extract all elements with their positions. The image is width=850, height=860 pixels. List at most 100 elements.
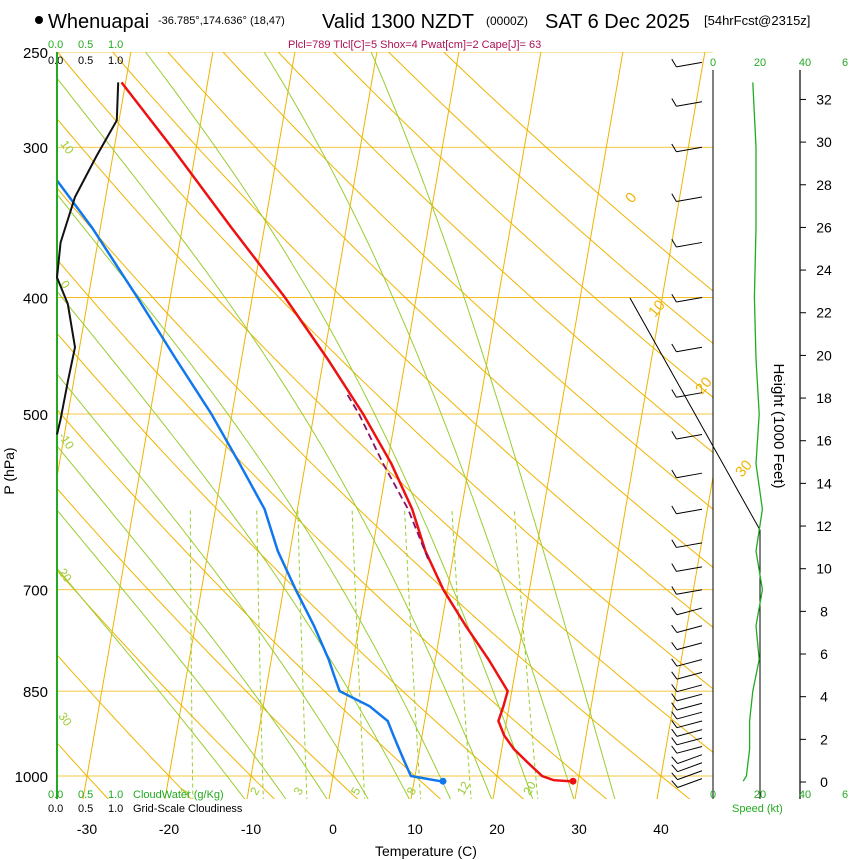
wind-barb-flag (671, 539, 677, 548)
wind-barb-flag (671, 431, 677, 440)
x-tick-label: 40 (653, 821, 669, 837)
wind-barb (671, 539, 703, 548)
moist-adiabat-10 (57, 290, 410, 799)
wind-barb-staff (676, 146, 703, 153)
dry-adiabat-70 (112, 52, 713, 628)
wind-barb (671, 238, 703, 248)
wind-barb-staff (676, 566, 703, 572)
wind-barb-staff (676, 61, 703, 68)
pressure-tick-label: 850 (23, 684, 48, 701)
wind-barb-flag (671, 671, 678, 680)
forecast-run: [54hrFcst@2315z] (704, 13, 810, 28)
wind-barb-staff (677, 754, 703, 765)
wind-barb-flag (671, 737, 678, 746)
wind-barb-flag (671, 563, 677, 572)
theta-label: 30 (732, 457, 756, 481)
moist-adiabat-35 (370, 52, 616, 799)
x-axis-title: Temperature (C) (375, 843, 477, 859)
x-tick-label: 10 (407, 821, 423, 837)
wind-barb (671, 658, 703, 667)
cloudiness-bottom-tick: 0.0 (48, 803, 63, 815)
parcel-path (345, 392, 429, 560)
wind-barb-flag (671, 772, 678, 780)
wind-barb-flag (671, 293, 677, 303)
wind-barb-flag (671, 58, 677, 68)
dry-adiabat-20 (57, 332, 525, 799)
wind-barb-flag (671, 702, 678, 711)
wind-barb-staff (676, 711, 703, 720)
profiles (57, 81, 570, 783)
wind-barb (671, 58, 703, 68)
height-tick-label: 26 (816, 219, 832, 235)
wind-barb (671, 505, 703, 515)
speed-bottom-tick: 40 (799, 789, 811, 801)
pressure-tick-label: 700 (23, 583, 48, 600)
height-axis-title: Height (1000 Feet) (770, 363, 787, 488)
cloudwater-bottom-tick: 1.0 (108, 789, 123, 801)
theta-label: 0 (622, 189, 640, 206)
wind-barb (671, 693, 703, 702)
wind-barb-staff (676, 196, 703, 203)
mixing-ratio-8 (404, 509, 422, 799)
wind-barb-staff (676, 607, 703, 616)
wind-barb-staff (676, 658, 703, 667)
wind-barb (671, 193, 703, 203)
wind-barb-staff (677, 762, 703, 773)
moist-adiabat--10 (57, 567, 246, 799)
dry-adiabat-0 (57, 487, 359, 799)
wind-barb (671, 98, 703, 107)
surface-dewpoint-marker (439, 777, 447, 785)
thermo-lines (57, 52, 713, 799)
stability-indices: Plcl=789 Tlcl[C]=5 Shox=4 Pwat[cm]=2 Cap… (288, 39, 541, 51)
mixing-ratio-5 (351, 509, 366, 799)
wind-speed-profile (742, 82, 764, 782)
theta-e-label: 0 (58, 278, 73, 292)
x-tick-label: -20 (159, 821, 179, 837)
isotherm-20 (492, 52, 624, 799)
dry-adiabat-100 (277, 52, 713, 454)
height-tick-label: 14 (816, 475, 832, 491)
height-tick-label: 28 (816, 177, 832, 193)
speed-bottom-tick: 6 (842, 789, 848, 801)
wind-barb (671, 293, 703, 303)
mixing-ratio-12 (451, 509, 472, 799)
pressure-tick-label: 400 (23, 290, 48, 307)
wind-barb-staff (676, 392, 703, 398)
wind-barb-flag (671, 607, 678, 616)
height-tick-label: 30 (816, 134, 832, 150)
wind-barb (671, 624, 703, 633)
wind-barb-staff (676, 693, 703, 702)
mixing-ratio-label: 20 (520, 779, 539, 798)
isotherm-40 (656, 474, 713, 799)
isotherm--20 (164, 52, 296, 799)
x-tick-label: 0 (329, 821, 337, 837)
wind-barb-staff (676, 745, 703, 754)
height-tick-label: 32 (816, 91, 832, 107)
dry-adiabat-90 (222, 52, 713, 510)
windspeed-frame-diag (629, 297, 761, 531)
dry-adiabat-60 (57, 52, 713, 690)
wind-barb (671, 343, 703, 353)
wind-barb-staff (677, 778, 703, 788)
wind-barb-flag (671, 780, 678, 788)
wind-barb (671, 711, 703, 720)
wind-barb (671, 728, 703, 737)
dry-adiabat-110 (332, 52, 713, 398)
wind-barb-staff (676, 542, 703, 548)
cloudwater-top-tick: 0.0 (48, 39, 63, 51)
wind-barb-flag (671, 642, 678, 650)
wind-barb-staff (676, 729, 703, 737)
wind-barb (671, 469, 703, 479)
wind-barb-flag (671, 693, 678, 702)
cloudiness-top-tick: 1.0 (108, 55, 123, 67)
wind-barb-staff (676, 684, 703, 693)
pressure-tick-label: 250 (23, 45, 48, 62)
wind-barb-flag (671, 238, 677, 248)
cloudiness-bottom-tick: 1.0 (108, 803, 123, 815)
wind-barb-flag (671, 711, 678, 720)
wind-barb (671, 642, 703, 651)
pressure-tick-label: 1000 (15, 769, 48, 786)
cloudwater-bottom-tick: 0.5 (78, 789, 93, 801)
dewpoint-profile (57, 178, 441, 783)
wind-barb (671, 762, 703, 773)
